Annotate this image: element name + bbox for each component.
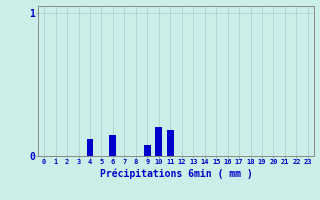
X-axis label: Précipitations 6min ( mm ): Précipitations 6min ( mm ) [100,168,252,179]
Bar [144,145,151,156]
Bar [156,127,162,156]
Bar [86,139,93,156]
Bar [109,135,116,156]
Bar [167,130,174,156]
